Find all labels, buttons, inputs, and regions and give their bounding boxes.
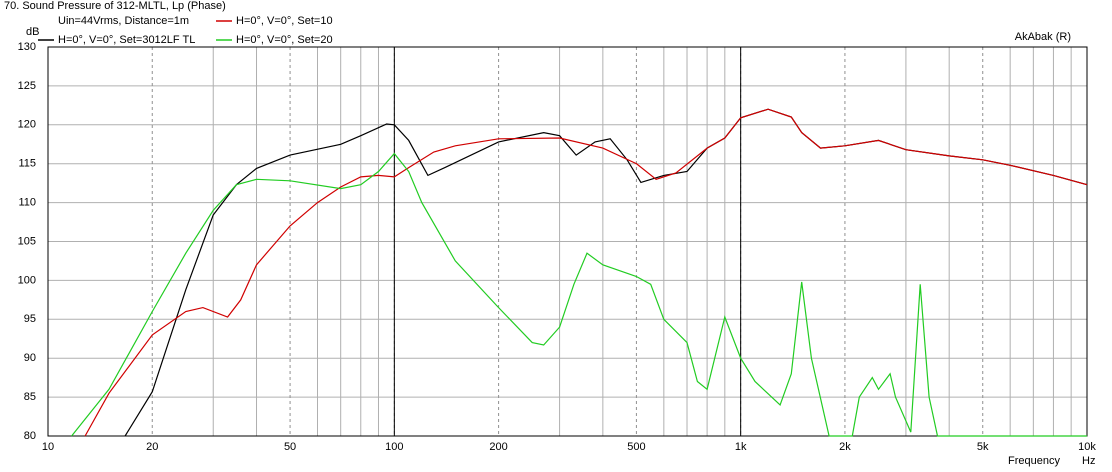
x-axis-unit: Hz bbox=[1082, 455, 1095, 467]
y-tick-label: 105 bbox=[18, 235, 36, 247]
y-tick-label: 125 bbox=[18, 80, 36, 92]
chart-title: 70. Sound Pressure of 312-MLTL, Lp (Phas… bbox=[4, 0, 226, 12]
y-tick-label: 90 bbox=[24, 352, 36, 364]
series-line bbox=[71, 152, 1087, 437]
x-tick-label: 10 bbox=[42, 441, 54, 453]
x-axis-label: Frequency bbox=[1008, 455, 1060, 467]
x-tick-label: 10k bbox=[1078, 441, 1096, 453]
legend-label: H=0°, V=0°, Set=3012LF TL bbox=[58, 34, 195, 46]
y-tick-label: 115 bbox=[18, 158, 36, 170]
x-tick-label: 100 bbox=[385, 441, 403, 453]
legend-label: H=0°, V=0°, Set=20 bbox=[236, 34, 333, 46]
x-tick-label: 20 bbox=[146, 441, 158, 453]
legend-label: H=0°, V=0°, Set=10 bbox=[236, 15, 333, 27]
x-tick-label: 1k bbox=[735, 441, 747, 453]
y-tick-label: 120 bbox=[18, 119, 36, 131]
series-line bbox=[124, 108, 1088, 437]
series-line bbox=[84, 108, 1088, 437]
x-tick-label: 500 bbox=[627, 441, 645, 453]
watermark: AkAbak (R) bbox=[1015, 31, 1071, 43]
y-axis-label: dB bbox=[26, 26, 39, 38]
plot-frame bbox=[47, 46, 1088, 437]
y-tick-label: 95 bbox=[24, 313, 36, 325]
y-tick-label: 110 bbox=[18, 197, 36, 209]
y-tick-label: 100 bbox=[18, 274, 36, 286]
y-tick-label: 80 bbox=[24, 430, 36, 442]
x-tick-label: 2k bbox=[839, 441, 851, 453]
x-tick-label: 5k bbox=[977, 441, 989, 453]
x-tick-label: 200 bbox=[489, 441, 507, 453]
x-tick-label: 50 bbox=[284, 441, 296, 453]
y-tick-label: 130 bbox=[18, 41, 36, 53]
chart-subtitle: Uin=44Vrms, Distance=1m bbox=[58, 15, 189, 27]
y-tick-label: 85 bbox=[24, 391, 36, 403]
